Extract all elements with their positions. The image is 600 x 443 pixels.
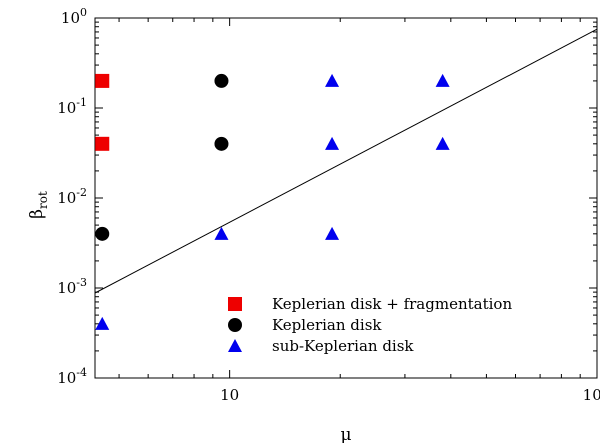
square-marker [95,73,110,88]
trend-line [94,28,598,294]
y-tick-label: 100 [61,6,87,27]
circle-marker [95,226,110,241]
data-markers [95,73,450,330]
triangle-marker [325,73,340,87]
triangle-marker [435,136,450,150]
triangle-marker [325,136,340,150]
y-tick-label-base: 10 [57,99,76,117]
y-tick-label: 10-4 [57,366,87,387]
triangle-marker [95,316,110,330]
y-axis-label-subscript: rot [36,191,50,209]
x-tick-label: 100 [583,386,600,404]
y-tick-label: 10-2 [57,186,87,207]
y-tick-label: 10-3 [57,276,87,297]
legend-triangle-marker [228,339,242,352]
fit-line [94,28,598,294]
y-tick-label-base: 10 [57,369,76,387]
square-marker [95,136,110,151]
x-tick-label: 10 [220,386,239,404]
triangle-marker [325,226,340,240]
triangle-marker [435,73,450,87]
y-axis-label-main: β [27,209,47,219]
y-tick-label-exponent: -1 [76,96,87,109]
y-tick-label-exponent: -4 [76,366,87,379]
axis-ticks [95,18,598,379]
legend-label: sub-Keplerian disk [272,337,414,355]
y-tick-label-base: 10 [57,279,76,297]
circle-marker [214,73,229,88]
legend-label: Keplerian disk [272,316,382,334]
x-tick-labels: 10 100 [220,386,600,404]
y-tick-label-base: 10 [61,9,80,27]
y-tick-label-exponent: 0 [80,6,87,19]
y-tick-label: 10-1 [57,96,87,117]
x-axis-label: μ [340,425,351,443]
legend: Keplerian disk + fragmentation Keplerian … [228,295,512,355]
circle-marker [214,136,229,151]
legend-circle-marker [228,318,242,332]
y-tick-label-exponent: -2 [76,186,87,199]
triangle-marker [214,226,229,240]
y-axis-label: βrot [27,191,50,219]
legend-label: Keplerian disk + fragmentation [272,295,512,313]
legend-square-marker [228,297,242,311]
y-tick-label-exponent: -3 [76,276,87,289]
y-tick-label-base: 10 [57,189,76,207]
